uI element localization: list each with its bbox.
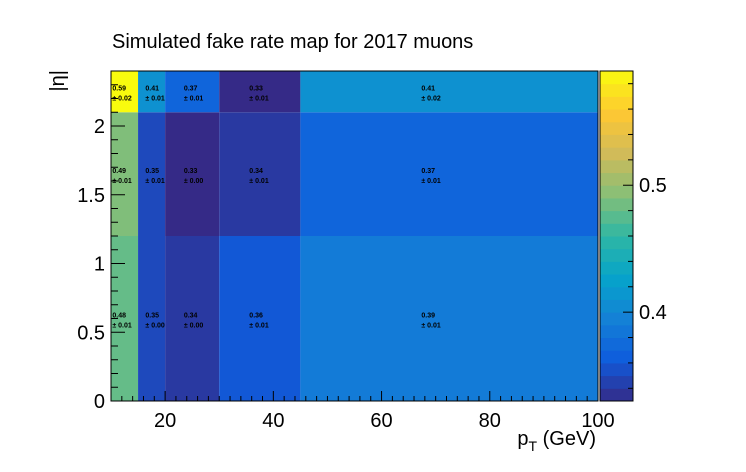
cell-error-label: ± 0.00 <box>184 178 204 185</box>
colorbar-band <box>600 210 633 224</box>
colorbar-band <box>600 223 633 237</box>
colorbar-band <box>600 197 633 212</box>
chart-title: Simulated fake rate map for 2017 muons <box>112 31 473 53</box>
heatmap-cell <box>111 112 139 236</box>
cell-value-label: 0.34 <box>184 313 198 320</box>
heatmap-cell <box>138 112 166 236</box>
heatmap-cell <box>165 236 220 401</box>
cell-value-label: 0.48 <box>112 313 126 320</box>
colorbar-band <box>600 172 633 186</box>
cell-value-label: 0.41 <box>421 86 435 93</box>
colorbar-band <box>600 83 633 97</box>
cell-error-label: ± 0.01 <box>249 323 269 330</box>
cell-labels: 0.48 ± 0.01 0.35 ± 0.00 0.34 ± 0.00 0.36 ± 0.01… <box>112 86 441 330</box>
colorbar-band <box>600 96 633 110</box>
heatmap-cell <box>219 236 301 401</box>
cell-value-label: 0.33 <box>249 86 263 93</box>
colorbar-band <box>600 147 633 161</box>
cell-value-label: 0.37 <box>184 86 198 93</box>
heatmap-cell <box>138 71 166 113</box>
colorbar-band <box>600 337 633 351</box>
colorbar-band <box>600 71 633 85</box>
colorbar-band <box>600 185 633 199</box>
heatmap-cell <box>138 236 166 401</box>
y-tick-label: 1.5 <box>77 185 105 207</box>
cell-error-label: ± 0.01 <box>249 96 269 103</box>
x-tick-label: 40 <box>262 410 284 432</box>
colorbar-tick-label: 0.4 <box>639 302 667 324</box>
colorbar-tick-label: 0.5 <box>639 175 667 197</box>
x-tick-label: 20 <box>154 410 176 432</box>
colorbar-band <box>600 109 633 123</box>
cell-error-label: ± 0.01 <box>145 96 165 103</box>
y-tick-label: 0.5 <box>77 322 105 344</box>
heatmap-cells <box>111 71 598 401</box>
colorbar-band <box>600 248 633 262</box>
x-axis-label: pT (GeV) <box>517 428 596 454</box>
heatmap-cell <box>165 71 220 113</box>
cell-value-label: 0.39 <box>421 313 435 320</box>
cell-error-label: ± 0.01 <box>145 178 165 185</box>
heatmap-cell <box>300 236 598 401</box>
colorbar-band <box>600 388 633 402</box>
heatmap-cell <box>165 112 220 236</box>
cell-value-label: 0.34 <box>249 168 263 175</box>
cell-error-label: ± 0.02 <box>112 96 132 103</box>
x-tick-label: 60 <box>370 410 392 432</box>
cell-value-label: 0.35 <box>145 168 159 175</box>
colorbar: 0.4 0.5 <box>599 70 667 402</box>
cell-value-label: 0.41 <box>145 86 159 93</box>
y-tick-label: 0 <box>94 391 105 413</box>
heatmap-cell <box>219 71 301 113</box>
heatmap-cell <box>111 71 139 113</box>
heatmap-cell <box>300 71 598 113</box>
colorbar-band <box>600 121 633 135</box>
x-axis: 20 40 60 80 100 <box>110 391 615 432</box>
colorbar-band <box>600 312 633 326</box>
cell-error-label: ± 0.01 <box>421 323 441 330</box>
x-tick-label: 100 <box>581 410 614 432</box>
cell-value-label: 0.35 <box>145 313 159 320</box>
colorbar-band <box>600 299 633 313</box>
cell-error-label: ± 0.01 <box>249 178 269 185</box>
heatmap-cell <box>219 112 301 236</box>
colorbar-band <box>600 261 633 275</box>
cell-error-label: ± 0.00 <box>145 323 165 330</box>
colorbar-band <box>600 362 633 377</box>
cell-error-label: ± 0.01 <box>112 178 132 185</box>
colorbar-band <box>600 375 633 389</box>
y-tick-label: 2 <box>94 116 105 138</box>
y-tick-label: 1 <box>94 254 105 276</box>
colorbar-band <box>600 134 633 148</box>
cell-error-label: ± 0.01 <box>184 96 204 103</box>
cell-error-label: ± 0.02 <box>421 96 441 103</box>
colorbar-band <box>600 286 633 300</box>
y-axis: 0 0.5 1 1.5 2 <box>77 70 125 413</box>
cell-value-label: 0.33 <box>184 168 198 175</box>
cell-error-label: ± 0.01 <box>112 323 132 330</box>
colorbar-band <box>600 159 633 174</box>
x-tick-label: 80 <box>479 410 501 432</box>
y-axis-label: |η| <box>47 70 69 92</box>
cell-value-label: 0.36 <box>249 313 263 320</box>
heatmap-cell <box>300 112 598 236</box>
cell-error-label: ± 0.00 <box>184 323 204 330</box>
colorbar-band <box>600 274 633 288</box>
colorbar-band <box>600 324 633 339</box>
cell-value-label: 0.59 <box>112 86 126 93</box>
cell-value-label: 0.37 <box>421 168 435 175</box>
colorbar-band <box>600 236 633 250</box>
cell-value-label: 0.49 <box>112 168 126 175</box>
cell-error-label: ± 0.01 <box>421 178 441 185</box>
colorbar-band <box>600 350 633 364</box>
